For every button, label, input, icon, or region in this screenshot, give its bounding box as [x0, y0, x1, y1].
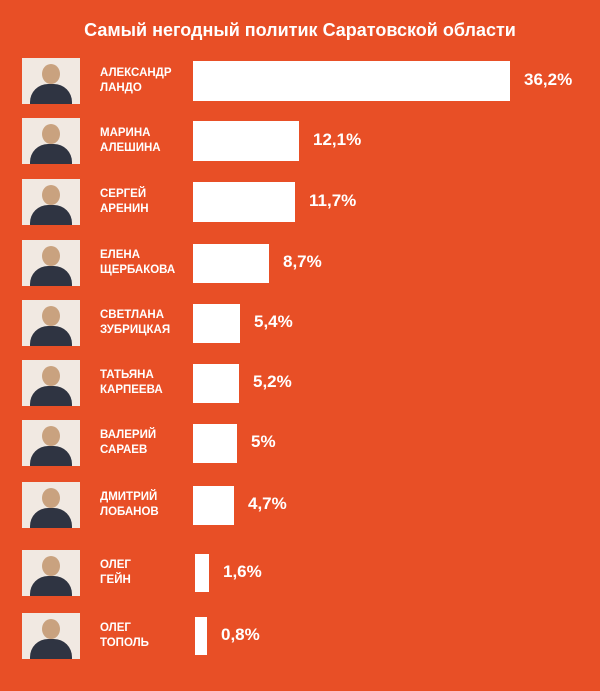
politician-photo — [22, 420, 80, 466]
category-label: МАРИНА АЛЕШИНА — [100, 126, 161, 156]
bar — [193, 182, 295, 222]
category-label-line: ЛАНДО — [100, 82, 142, 94]
politician-photo — [22, 300, 80, 346]
chart-row: ЕЛЕНА ЩЕРБАКОВА 8,7% — [0, 233, 600, 293]
data-label: 0,8% — [221, 625, 260, 644]
chart-row: ОЛЕГ ГЕЙН 1,6% — [0, 543, 600, 603]
bar — [193, 485, 234, 525]
category-label: ВАЛЕРИЙ САРАЕВ — [100, 428, 156, 458]
category-label-line: ОЛЕГ — [100, 622, 131, 634]
data-label: 5,2% — [253, 372, 292, 391]
data-label: 8,7% — [283, 252, 322, 271]
bar — [195, 554, 209, 592]
category-label-line: ОЛЕГ — [100, 559, 131, 571]
chart-row: АЛЕКСАНДР ЛАНДО 36,2% — [0, 51, 600, 111]
category-label: ТАТЬЯНА КАРПЕЕВА — [100, 368, 163, 398]
category-label-line: СВЕТЛАНА — [100, 309, 165, 321]
politician-photo — [22, 179, 80, 225]
category-label-line: ГЕЙН — [100, 574, 131, 586]
politician-photo — [22, 240, 80, 286]
category-label-line: МАРИНА — [100, 127, 151, 139]
bar — [193, 303, 240, 343]
category-label-line: ЕЛЕНА — [100, 249, 141, 261]
category-label: ОЛЕГ ГЕЙН — [100, 558, 131, 588]
chart-row: ДМИТРИЙ ЛОБАНОВ 4,7% — [0, 475, 600, 535]
category-label-line: ЗУБРИЦКАЯ — [100, 324, 171, 336]
category-label-line: ЛОБАНОВ — [100, 506, 159, 518]
data-label: 5% — [251, 432, 276, 451]
chart-row: ВАЛЕРИЙ САРАЕВ 5% — [0, 413, 600, 473]
chart-row: СВЕТЛАНА ЗУБРИЦКАЯ 5,4% — [0, 293, 600, 353]
category-label-line: ТАТЬЯНА — [100, 369, 154, 381]
bar — [193, 363, 239, 403]
category-label-line: КАРПЕЕВА — [100, 384, 163, 396]
bar — [193, 61, 510, 101]
category-label-line: АЛЕКСАНДР — [100, 67, 172, 79]
data-label: 5,4% — [254, 312, 293, 331]
politician-photo — [22, 550, 80, 596]
politician-photo — [22, 58, 80, 104]
bar — [195, 617, 207, 655]
bar — [193, 243, 269, 283]
politician-photo — [22, 118, 80, 164]
bar — [193, 121, 299, 161]
category-label-line: ТОПОЛЬ — [100, 637, 149, 649]
chart-row: СЕРГЕЙ АРЕНИН 11,7% — [0, 172, 600, 232]
category-label: ЕЛЕНА ЩЕРБАКОВА — [100, 248, 175, 278]
data-label: 11,7% — [309, 191, 357, 210]
chart-row: МАРИНА АЛЕШИНА 12,1% — [0, 111, 600, 171]
chart-row: ТАТЬЯНА КАРПЕЕВА 5,2% — [0, 353, 600, 413]
data-label: 12,1% — [313, 130, 362, 149]
category-label-line: СЕРГЕЙ — [100, 188, 147, 200]
politician-photo — [22, 482, 80, 528]
data-label: 36,2% — [524, 70, 573, 89]
bar — [193, 423, 237, 463]
category-label: ОЛЕГ ТОПОЛЬ — [100, 621, 149, 651]
category-label-line: ЩЕРБАКОВА — [100, 264, 176, 276]
category-label-line: ВАЛЕРИЙ — [100, 429, 157, 441]
category-label: АЛЕКСАНДР ЛАНДО — [100, 66, 172, 96]
chart-title: Самый негодный политик Саратовской облас… — [84, 20, 516, 40]
category-label: СВЕТЛАНА ЗУБРИЦКАЯ — [100, 308, 170, 338]
politician-photo — [22, 360, 80, 406]
category-label-line: АЛЕШИНА — [100, 142, 161, 154]
data-label: 4,7% — [248, 494, 287, 513]
category-label-line: САРАЕВ — [100, 444, 148, 456]
politician-photo — [22, 613, 80, 659]
data-label: 1,6% — [223, 562, 262, 581]
category-label: СЕРГЕЙ АРЕНИН — [100, 187, 149, 217]
category-label: ДМИТРИЙ ЛОБАНОВ — [100, 490, 159, 520]
category-label-line: ДМИТРИЙ — [100, 491, 158, 503]
category-label-line: АРЕНИН — [100, 203, 149, 215]
chart-row: ОЛЕГ ТОПОЛЬ 0,8% — [0, 606, 600, 666]
